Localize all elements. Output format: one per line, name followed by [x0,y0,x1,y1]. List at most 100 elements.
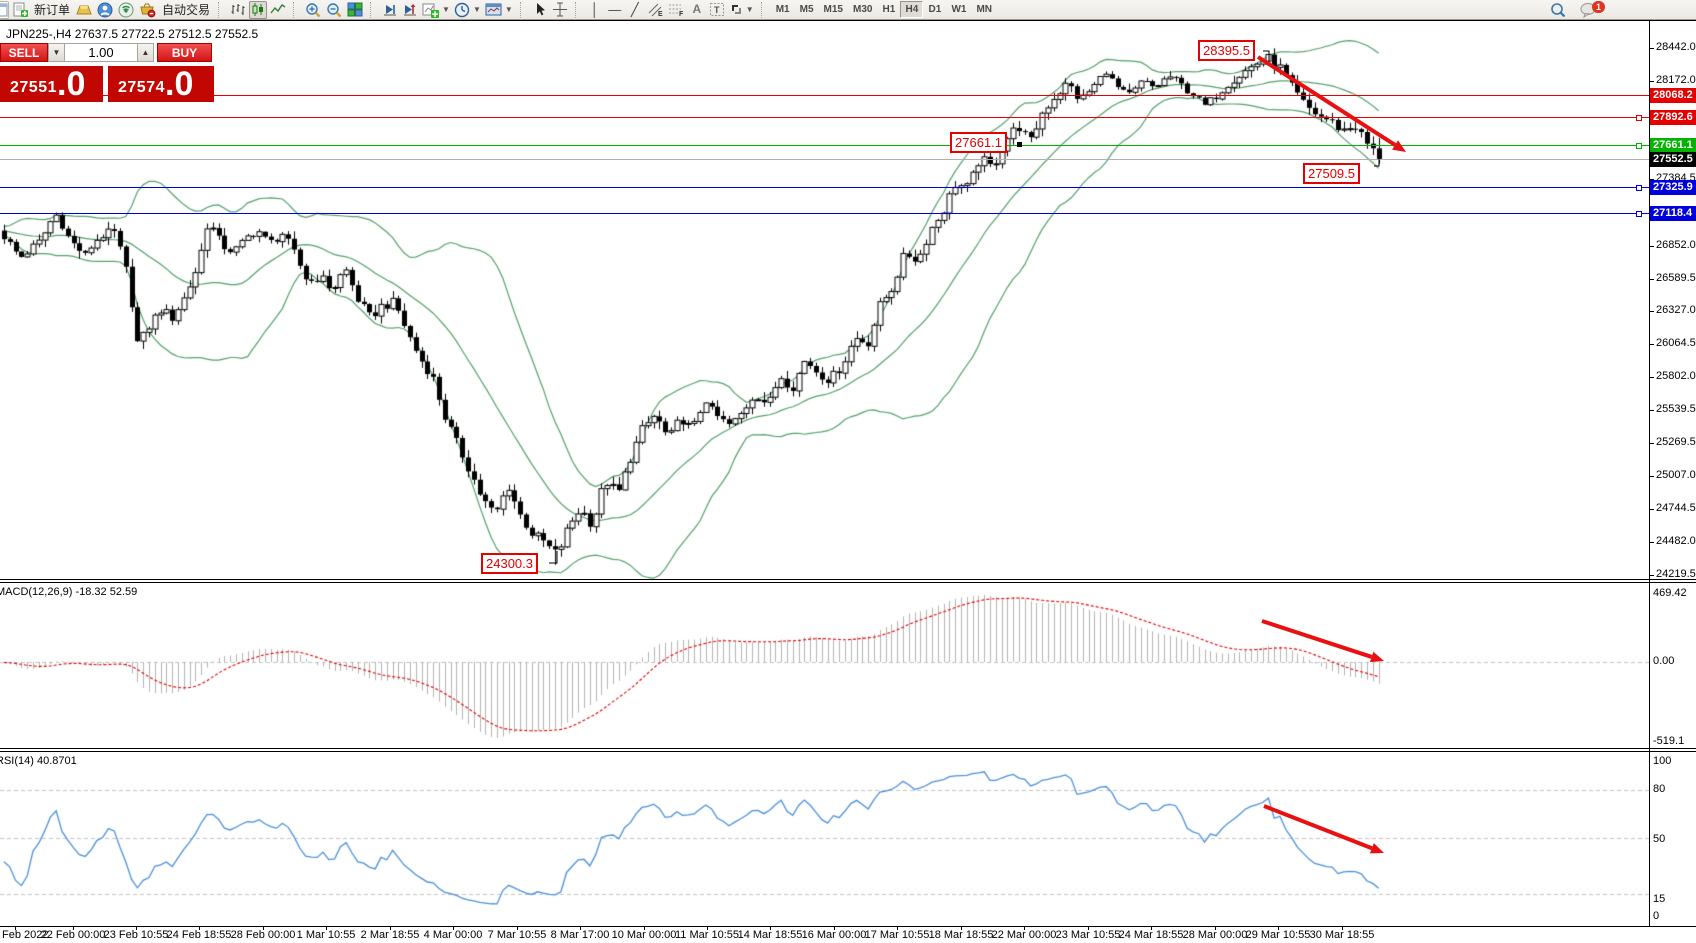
time-axis-tick [517,926,518,930]
autotrade-icon[interactable] [138,1,158,19]
price-chart-canvas[interactable] [0,21,1649,580]
price-axis-divider [1649,21,1650,926]
current-price-line[interactable] [0,159,1649,160]
indicator-axis-label: 15 [1653,893,1666,905]
chat-icon[interactable]: 1 [1579,1,1605,19]
tile-windows-icon[interactable] [346,1,364,19]
timeframe-MN[interactable]: MN [976,4,992,15]
time-axis-label: 2 Mar 18:55 [360,929,420,941]
price-badge: 27325.9 [1650,180,1696,195]
time-axis-label: 22 Mar 00:00 [991,929,1057,941]
line-handle[interactable] [1636,185,1642,191]
price-axis-tick [1649,542,1654,543]
zoom-out-icon[interactable] [325,1,344,19]
periods-clock-icon[interactable]: ▼ [453,1,482,19]
price-callout-27509.5[interactable]: 27509.5 [1303,163,1360,184]
price-axis-tick [1649,443,1654,444]
price-axis-label: 25539.5 [1656,403,1696,415]
time-axis-label: 30 Mar 18:55 [1309,929,1375,941]
toolbar-separator [760,1,767,18]
window-icon[interactable] [0,0,9,19]
volume-increase-button[interactable]: ▲ [137,43,154,62]
channel-tool-icon[interactable]: E [646,1,665,19]
line-handle[interactable] [1636,115,1642,121]
time-axis-label: 18 Mar 18:55 [928,929,994,941]
price-axis-label: 25007.0 [1656,469,1696,481]
horizontal-line-tool-icon[interactable]: — [608,2,622,17]
community-icon[interactable] [96,1,115,19]
price-badge: 27552.5 [1650,152,1696,167]
cursor-icon[interactable] [531,1,549,19]
gold-icon[interactable] [74,1,94,19]
buy-button[interactable]: BUY [157,43,212,62]
time-axis-tick [897,926,898,930]
vertical-line-tool-icon[interactable]: │ [590,2,599,17]
bar-chart-icon[interactable] [229,1,247,19]
timeframe-M1[interactable]: M1 [775,4,790,15]
price-callout-24300.3[interactable]: 24300.3 [481,553,538,574]
timeframe-M15[interactable]: M15 [823,4,843,15]
timeframe-M30[interactable]: M30 [852,4,873,15]
new-order-icon[interactable] [11,1,30,19]
price-axis-tick [1649,476,1654,477]
timeframe-D1[interactable]: D1 [928,4,942,15]
crosshair-icon[interactable] [551,1,569,19]
price-axis-label: 24482.0 [1656,535,1696,547]
hline-27325.9[interactable] [0,185,1649,191]
panel-resize-bar-rsi[interactable] [0,748,1696,752]
price-axis-tick [1649,279,1654,280]
trendline-tool-icon[interactable]: ╱ [630,2,639,17]
text-tool-icon[interactable]: A [692,2,702,16]
volume-decrease-button[interactable]: ▼ [48,43,65,62]
scroll-to-end-icon[interactable] [381,1,399,19]
price-axis-tick [1649,311,1654,312]
line-handle[interactable] [1636,211,1642,217]
hline-28068.2[interactable] [0,95,1649,96]
hline-27661.1[interactable] [0,143,1649,149]
arrows-tool-icon[interactable]: ▼ [728,1,755,19]
time-axis-label: 28 Mar 00:00 [1182,929,1248,941]
time-axis-tick [834,926,835,930]
sell-price-main: 27551 [10,79,57,96]
price-callout-27661.1[interactable]: 27661.1 [950,132,1007,153]
label-tool-icon[interactable]: T [708,1,726,19]
time-axis-label: 24 Mar 18:55 [1118,929,1184,941]
candlestick-chart-icon[interactable] [249,0,268,19]
time-axis-tick [1088,926,1089,930]
timeframe-W1[interactable]: W1 [951,4,967,15]
buy-price-display[interactable]: 27574.0 [108,66,214,102]
timeframe-H4[interactable]: H4 [900,1,924,18]
time-axis-label: 23 Mar 10:55 [1055,929,1121,941]
volume-input[interactable] [65,43,137,62]
add-indicator-icon[interactable]: ▼ [421,1,451,19]
zoom-in-icon[interactable] [304,1,323,19]
timeframe-M5[interactable]: M5 [799,4,814,15]
signal-icon[interactable] [117,1,136,19]
time-axis-label: 14 Mar 18:55 [737,929,803,941]
price-axis-tick [1649,410,1654,411]
time-axis-tick [73,926,74,930]
search-icon[interactable] [1549,1,1568,19]
line-chart-icon[interactable] [269,1,287,19]
time-axis-label: 16 Mar 00:00 [801,929,867,941]
time-axis-label: 7 Mar 10:55 [487,929,547,941]
new-order-button[interactable]: 新订单 [34,3,71,17]
rsi-indicator-canvas[interactable] [0,752,1649,926]
time-axis-tick [580,926,581,930]
time-axis-tick [326,926,327,930]
sell-button[interactable]: SELL [0,43,48,62]
fibonacci-tool-icon[interactable]: F [667,1,686,19]
macd-indicator-canvas[interactable] [0,583,1649,749]
callout-handle[interactable] [1017,142,1022,147]
timeframe-H1[interactable]: H1 [882,4,896,15]
sell-price-display[interactable]: 27551.0 [0,66,103,102]
auto-scroll-icon[interactable] [401,1,419,19]
hline-27118.4[interactable] [0,211,1649,217]
autotrade-button[interactable]: 自动交易 [162,3,211,17]
line-handle[interactable] [1636,143,1642,149]
price-callout-28395.5[interactable]: 28395.5 [1198,40,1255,61]
hline-27892.6[interactable] [0,115,1649,121]
panel-resize-bar-macd[interactable] [0,579,1696,583]
templates-icon[interactable]: ▼ [484,1,514,19]
